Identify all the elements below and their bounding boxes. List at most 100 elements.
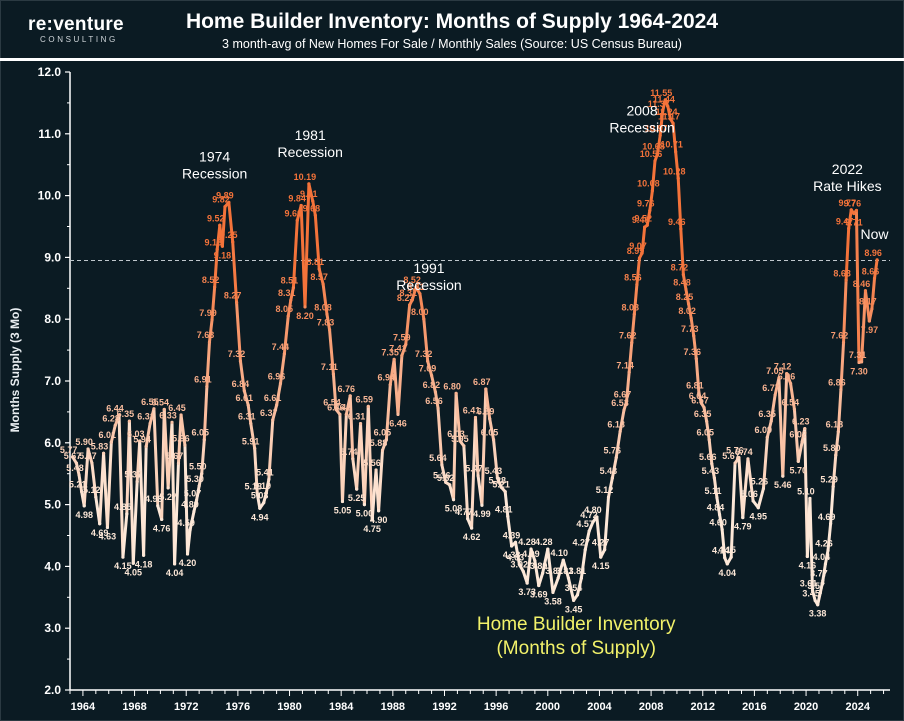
data-label: 4.04 — [719, 568, 737, 578]
data-label: 9.47 — [836, 216, 854, 226]
data-label: 8.27 — [224, 291, 242, 301]
data-point — [82, 504, 86, 508]
data-point — [374, 468, 378, 472]
data-label: 4.14 — [712, 546, 730, 556]
series-line-segment — [173, 461, 180, 566]
data-point — [101, 451, 106, 455]
data-label: 5.32 — [437, 473, 455, 483]
data-point — [867, 319, 871, 323]
data-label: 8.41 — [407, 282, 425, 292]
data-point — [262, 501, 266, 505]
data-point — [756, 506, 760, 510]
data-label: 8.63 — [833, 268, 851, 278]
data-label: 9.25 — [220, 230, 238, 240]
data-point — [499, 485, 503, 489]
data-label: 6.03 — [127, 429, 145, 439]
brand-logo-sub: CONSULTING — [40, 35, 118, 44]
data-point — [707, 438, 711, 442]
data-label: 9.76 — [637, 198, 655, 208]
data-label: 8.52 — [202, 275, 220, 285]
event-annotation: 1974 — [199, 149, 230, 165]
data-label: 10.56 — [640, 149, 663, 159]
data-label: 5.70 — [790, 465, 808, 475]
data-point — [836, 430, 840, 434]
data-label: 5.88 — [370, 438, 388, 448]
data-point — [246, 403, 250, 407]
data-point — [630, 341, 634, 345]
data-label: 9.52 — [207, 213, 225, 223]
data-point — [729, 555, 733, 559]
series-line-segment — [404, 303, 412, 347]
series-line-segment — [242, 389, 250, 407]
series-line-segment — [503, 490, 510, 518]
series-line-segment — [692, 334, 698, 361]
data-point — [661, 109, 665, 113]
series-line-segment — [707, 438, 714, 466]
data-label: 6.54 — [323, 397, 341, 407]
data-point — [537, 583, 541, 588]
data-label: 3.61 — [800, 579, 818, 589]
inner-chart-title: Home Builder Inventory — [477, 614, 676, 635]
series-line-segment — [867, 307, 874, 323]
series-line-segment — [627, 341, 634, 374]
series-line-segment — [632, 283, 639, 316]
data-point — [275, 403, 279, 407]
data-point — [138, 439, 142, 443]
series-line-segment — [870, 276, 877, 311]
data-label: 4.69 — [91, 528, 109, 538]
data-label: 4.76 — [153, 523, 171, 533]
data-point — [433, 390, 438, 394]
series-line-segment — [831, 453, 838, 489]
data-label: 9.76 — [844, 198, 862, 208]
data-label: 4.94 — [251, 512, 269, 522]
data-point — [366, 404, 370, 408]
event-annotation: 1981 — [295, 127, 326, 143]
data-point — [725, 562, 729, 566]
data-label: 5.67 — [166, 451, 184, 461]
data-point — [414, 285, 418, 289]
series-line-segment — [842, 278, 848, 345]
data-label: 5.47 — [465, 464, 483, 474]
data-label: 7.11 — [321, 362, 338, 372]
series-line-segment — [702, 406, 709, 423]
data-label: 6.54 — [782, 397, 800, 407]
data-label: 6.86 — [828, 378, 846, 388]
series-line-segment — [826, 522, 833, 552]
series-line-segment — [152, 407, 160, 508]
data-label: 6.18 — [607, 420, 625, 430]
data-point — [870, 307, 874, 311]
data-point — [218, 223, 222, 227]
series-line-segment — [606, 476, 614, 499]
event-annotation: 2008 — [626, 102, 657, 118]
data-point — [295, 218, 299, 222]
data-point — [668, 117, 673, 121]
data-label: 6.23 — [792, 417, 810, 427]
data-point — [653, 159, 657, 163]
series-line-segment — [366, 404, 374, 522]
data-label: 4.04 — [813, 552, 831, 562]
series-line-segment — [681, 273, 688, 292]
data-label: 4.59 — [177, 518, 195, 528]
data-point — [710, 462, 714, 466]
series-line-segment — [430, 373, 437, 394]
data-point — [348, 394, 352, 398]
data-label: 6.44 — [106, 404, 124, 414]
series-line-segment — [792, 407, 800, 463]
series-line-segment — [462, 444, 470, 521]
data-label: 6.33 — [159, 410, 177, 420]
data-label: 6.53 — [611, 398, 629, 408]
series-line-segment — [741, 457, 750, 520]
data-point — [113, 423, 117, 428]
x-tick-label: 1972 — [174, 701, 198, 713]
data-point — [327, 328, 332, 332]
data-label: 9.46 — [668, 217, 686, 227]
x-tick-label: 2000 — [536, 701, 560, 713]
data-label: 3.45 — [802, 588, 820, 598]
data-label: 6.05 — [374, 428, 392, 438]
data-label: 5.12 — [596, 485, 614, 495]
series-line-segment — [533, 559, 541, 588]
data-point — [803, 426, 807, 431]
series-line-segment — [213, 247, 219, 289]
data-point — [94, 495, 98, 499]
data-point — [533, 559, 537, 563]
